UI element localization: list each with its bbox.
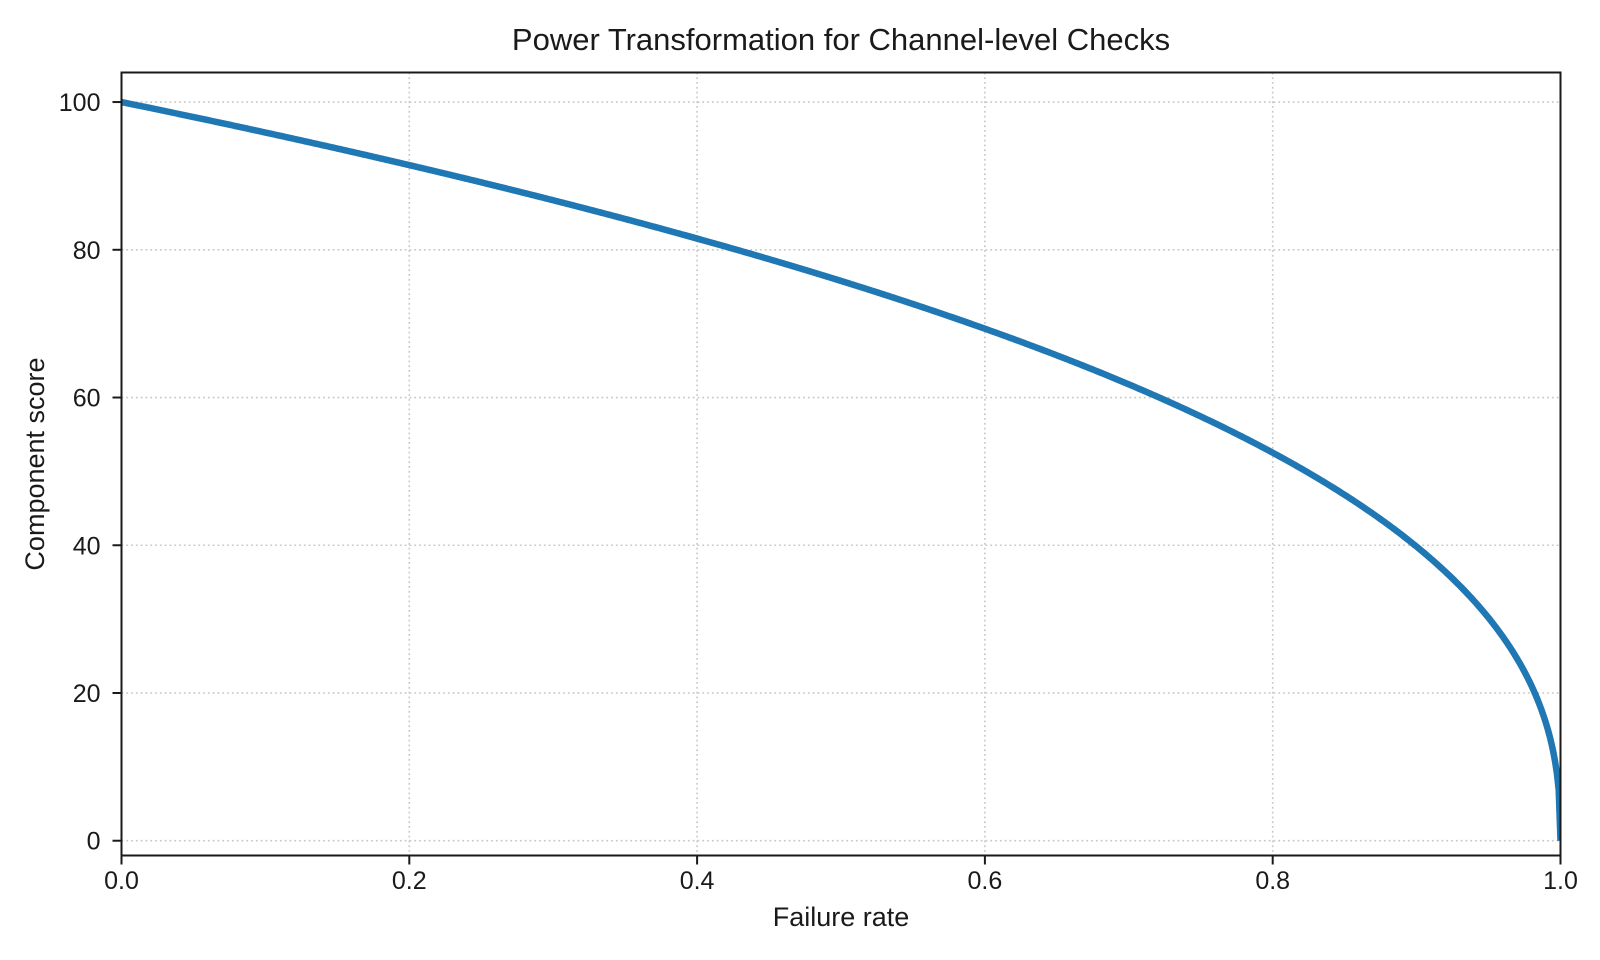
- tick-label-layer: 0.0 0.2 0.4 0.6 0.8 1.0 0 20 40 60 80 100: [59, 89, 1578, 895]
- x-tick-label-0.8: 0.8: [1255, 867, 1290, 895]
- tick-layer: [112, 101, 1562, 865]
- series-layer: [121, 98, 1561, 841]
- x-tick-label-0.2: 0.2: [392, 867, 427, 895]
- series-line-component-score: [121, 98, 1561, 841]
- axes-layer: [120, 71, 1562, 857]
- axes-spines: [120, 71, 1562, 857]
- y-tick-label-40: 40: [73, 532, 101, 560]
- x-tick-label-0.0: 0.0: [104, 867, 139, 895]
- y-tick-label-20: 20: [73, 680, 101, 708]
- y-tick-label-0: 0: [87, 828, 101, 856]
- y-tick-label-60: 60: [73, 385, 101, 413]
- y-tick-label-100: 100: [59, 89, 101, 117]
- chart-title: Power Transformation for Channel-level C…: [512, 22, 1170, 57]
- grid-layer: [120, 72, 1562, 856]
- x-tick-label-0.6: 0.6: [968, 867, 1003, 895]
- x-tick-label-0.4: 0.4: [680, 867, 715, 895]
- x-tick-label-1.0: 1.0: [1543, 867, 1578, 895]
- x-axis-label: Failure rate: [773, 902, 910, 932]
- y-tick-label-80: 80: [73, 237, 101, 265]
- y-axis-label: Component score: [20, 357, 50, 570]
